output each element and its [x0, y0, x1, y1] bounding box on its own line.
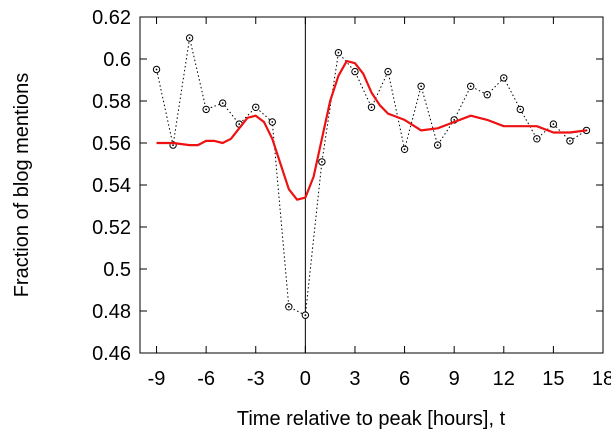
y-axis-label: Fraction of blog mentions — [11, 73, 33, 298]
data-point-center — [172, 144, 174, 147]
data-point-center — [221, 102, 224, 104]
y-tick-label: 0.58 — [92, 91, 131, 113]
y-tick-label: 0.6 — [103, 49, 131, 71]
data-point-center — [287, 305, 290, 308]
x-tick-label: 9 — [449, 368, 460, 390]
x-tick-label: -6 — [197, 368, 215, 390]
x-tick-label: 18 — [592, 368, 611, 390]
data-point-center — [403, 148, 406, 151]
smoothed-series-line — [156, 59, 587, 201]
x-tick-label: 3 — [349, 368, 360, 390]
y-tick-label: 0.46 — [92, 343, 131, 365]
x-tick-label: -9 — [148, 368, 166, 390]
data-point-center — [337, 51, 340, 54]
data-point-center — [320, 161, 323, 163]
data-point-center — [155, 68, 158, 71]
x-axis-label: Time relative to peak [hours], t — [237, 408, 506, 430]
data-point-center — [502, 77, 505, 79]
data-point-center — [519, 108, 522, 111]
y-tick-label: 0.54 — [92, 175, 131, 197]
data-point-center — [387, 70, 389, 73]
x-tick-label: 0 — [300, 368, 311, 390]
x-axis-ticks: -9 -6 -3 0 3 6 9 12 15 18 — [148, 17, 611, 390]
plot-frame — [139, 16, 604, 354]
x-tick-label: 15 — [542, 368, 564, 390]
data-point-center — [205, 108, 208, 111]
data-point-center — [569, 140, 571, 142]
data-point-center — [254, 106, 257, 109]
data-point-center — [271, 121, 274, 123]
data-point-center — [486, 93, 489, 96]
x-tick-label: -3 — [247, 368, 265, 390]
y-tick-label: 0.62 — [92, 7, 131, 29]
data-point-center — [436, 144, 439, 147]
y-tick-label: 0.5 — [103, 259, 131, 281]
series-group — [152, 34, 591, 319]
data-point-center — [453, 119, 456, 121]
data-point-center — [370, 106, 373, 109]
data-point-center — [188, 37, 191, 39]
y-tick-label: 0.48 — [92, 301, 131, 323]
data-point-center — [304, 314, 307, 317]
raw-series-line — [156, 37, 587, 316]
x-tick-label: 6 — [399, 368, 410, 390]
data-point-center — [420, 85, 423, 88]
y-axis-ticks: 0.46 0.48 0.5 0.52 0.54 0.56 0.58 0.6 0.62 — [92, 7, 603, 365]
data-point-center — [552, 123, 555, 125]
data-point-center — [535, 137, 538, 140]
y-tick-label: 0.52 — [92, 217, 131, 239]
data-point-center — [238, 123, 241, 125]
data-point-center — [469, 85, 472, 88]
x-tick-label: 12 — [493, 368, 515, 390]
data-point-center — [354, 70, 356, 73]
y-tick-label: 0.56 — [92, 133, 131, 155]
